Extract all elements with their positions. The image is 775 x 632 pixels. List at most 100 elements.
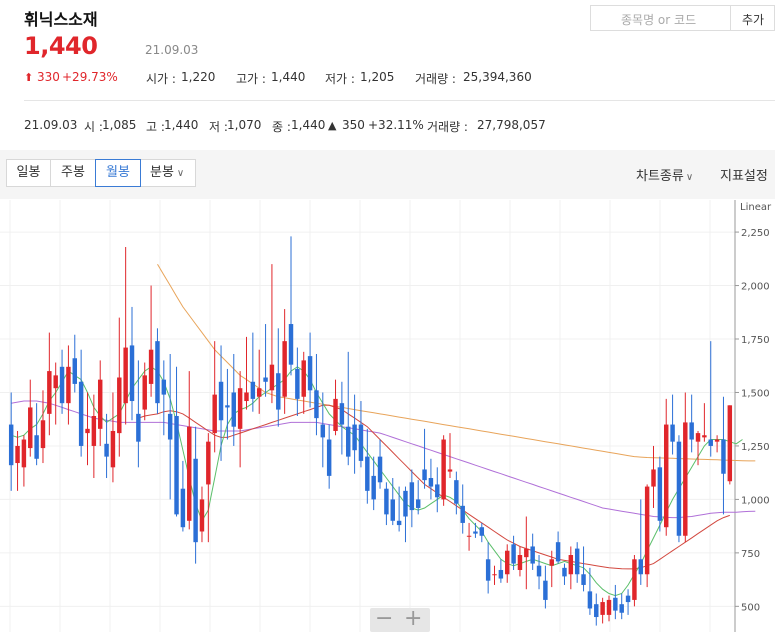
y-tick-label: 2,000	[741, 282, 770, 293]
candle-body	[256, 388, 262, 397]
tab-weekly[interactable]: 주봉	[50, 159, 96, 187]
moving-averages	[11, 263, 756, 597]
candle	[365, 428, 370, 504]
candle	[574, 542, 580, 583]
candle-body	[28, 407, 33, 449]
candle	[263, 324, 268, 397]
volume-label: 거래량 :	[415, 72, 456, 86]
candlestick-chart[interactable]: Linear 2,250 2,000 1,750 1,500 1,250 1,000 750…	[0, 200, 775, 632]
candle-body	[422, 469, 427, 481]
candle-body	[644, 486, 650, 575]
candle	[333, 379, 338, 436]
y-tick-label: 1,750	[741, 335, 770, 346]
candle-body	[40, 420, 46, 449]
candle	[97, 360, 103, 446]
candle-body	[435, 484, 440, 498]
candle-body	[129, 345, 135, 402]
candle	[377, 439, 383, 489]
candle	[78, 349, 84, 457]
candle	[530, 533, 535, 570]
candle-body	[269, 364, 275, 391]
y-axis-ticks: 2,250 2,000 1,750 1,500 1,250 1,000 750 500	[735, 228, 770, 613]
candle	[581, 546, 586, 592]
candle-body	[676, 441, 682, 536]
candle	[384, 482, 389, 526]
zoom-out-icon[interactable]: −	[375, 606, 394, 631]
candle-body	[180, 488, 186, 528]
candle-body	[695, 433, 701, 442]
candle	[460, 484, 465, 534]
candle	[689, 394, 694, 453]
candle-body	[371, 475, 376, 500]
candle-body	[53, 375, 58, 389]
candle-body	[613, 597, 618, 611]
candle-body	[473, 531, 478, 534]
candle	[34, 403, 39, 466]
candle	[15, 430, 20, 491]
candle-body	[91, 416, 97, 446]
candle-body	[104, 443, 109, 457]
candle-body	[466, 535, 472, 537]
candle	[59, 349, 65, 414]
candle-low-label: 저 :	[209, 120, 228, 134]
candle	[390, 478, 395, 526]
tab-daily[interactable]: 일봉	[6, 159, 51, 187]
candle-body	[657, 467, 663, 521]
add-button[interactable]: 추가	[731, 5, 775, 31]
candle	[511, 535, 516, 570]
candle	[180, 460, 186, 532]
candle-open-label: 시 :	[84, 120, 103, 134]
candle	[104, 413, 109, 479]
candle-body	[568, 555, 574, 575]
candle-volume-label: 거래량 :	[427, 120, 468, 134]
candle-body	[447, 469, 453, 472]
candle	[269, 264, 275, 404]
zoom-control: − +	[370, 606, 430, 632]
candle-body	[59, 366, 65, 404]
candle	[231, 353, 236, 446]
candle-body	[295, 368, 300, 399]
scale-label: Linear	[740, 202, 772, 213]
candle	[619, 593, 624, 620]
candle	[320, 392, 326, 468]
candle-body	[651, 469, 656, 487]
candle	[403, 486, 408, 543]
high-label: 고가 :	[236, 72, 266, 86]
candle-body	[606, 599, 612, 615]
candle-body	[167, 413, 173, 440]
candle-date: 21.09.03	[24, 118, 78, 132]
candle	[454, 471, 459, 515]
candle	[670, 394, 675, 455]
candle-body	[358, 424, 364, 461]
volume-value: 25,394,360	[463, 70, 532, 84]
candle	[606, 595, 612, 622]
candle-body	[47, 371, 52, 414]
candle-body	[530, 546, 535, 564]
chart-type-button[interactable]: 차트종류 ∨	[636, 165, 693, 184]
candle-body	[97, 379, 103, 429]
candle	[721, 396, 726, 515]
candle	[21, 435, 27, 487]
candle-body	[415, 499, 421, 508]
candle	[543, 565, 548, 609]
indicator-settings-button[interactable]: 지표설정	[720, 169, 768, 184]
tab-monthly[interactable]: 월봉	[95, 159, 141, 187]
candle	[352, 394, 357, 474]
candle	[657, 456, 663, 532]
candle-body	[454, 480, 459, 504]
candle	[517, 546, 523, 577]
candle	[250, 332, 256, 412]
candle-body	[581, 574, 586, 585]
search-input[interactable]: 종목명 or 코드	[590, 5, 731, 31]
candle-body	[562, 567, 567, 577]
candle	[473, 522, 478, 538]
candle-body	[384, 488, 389, 515]
candle-body	[288, 324, 294, 365]
candle-body	[301, 360, 306, 397]
candle	[142, 362, 147, 421]
tab-minute[interactable]: 분봉 ∨	[140, 159, 196, 187]
candle	[702, 403, 707, 442]
candle-body	[543, 580, 548, 600]
zoom-in-icon[interactable]: +	[404, 606, 423, 631]
candle	[638, 499, 644, 585]
